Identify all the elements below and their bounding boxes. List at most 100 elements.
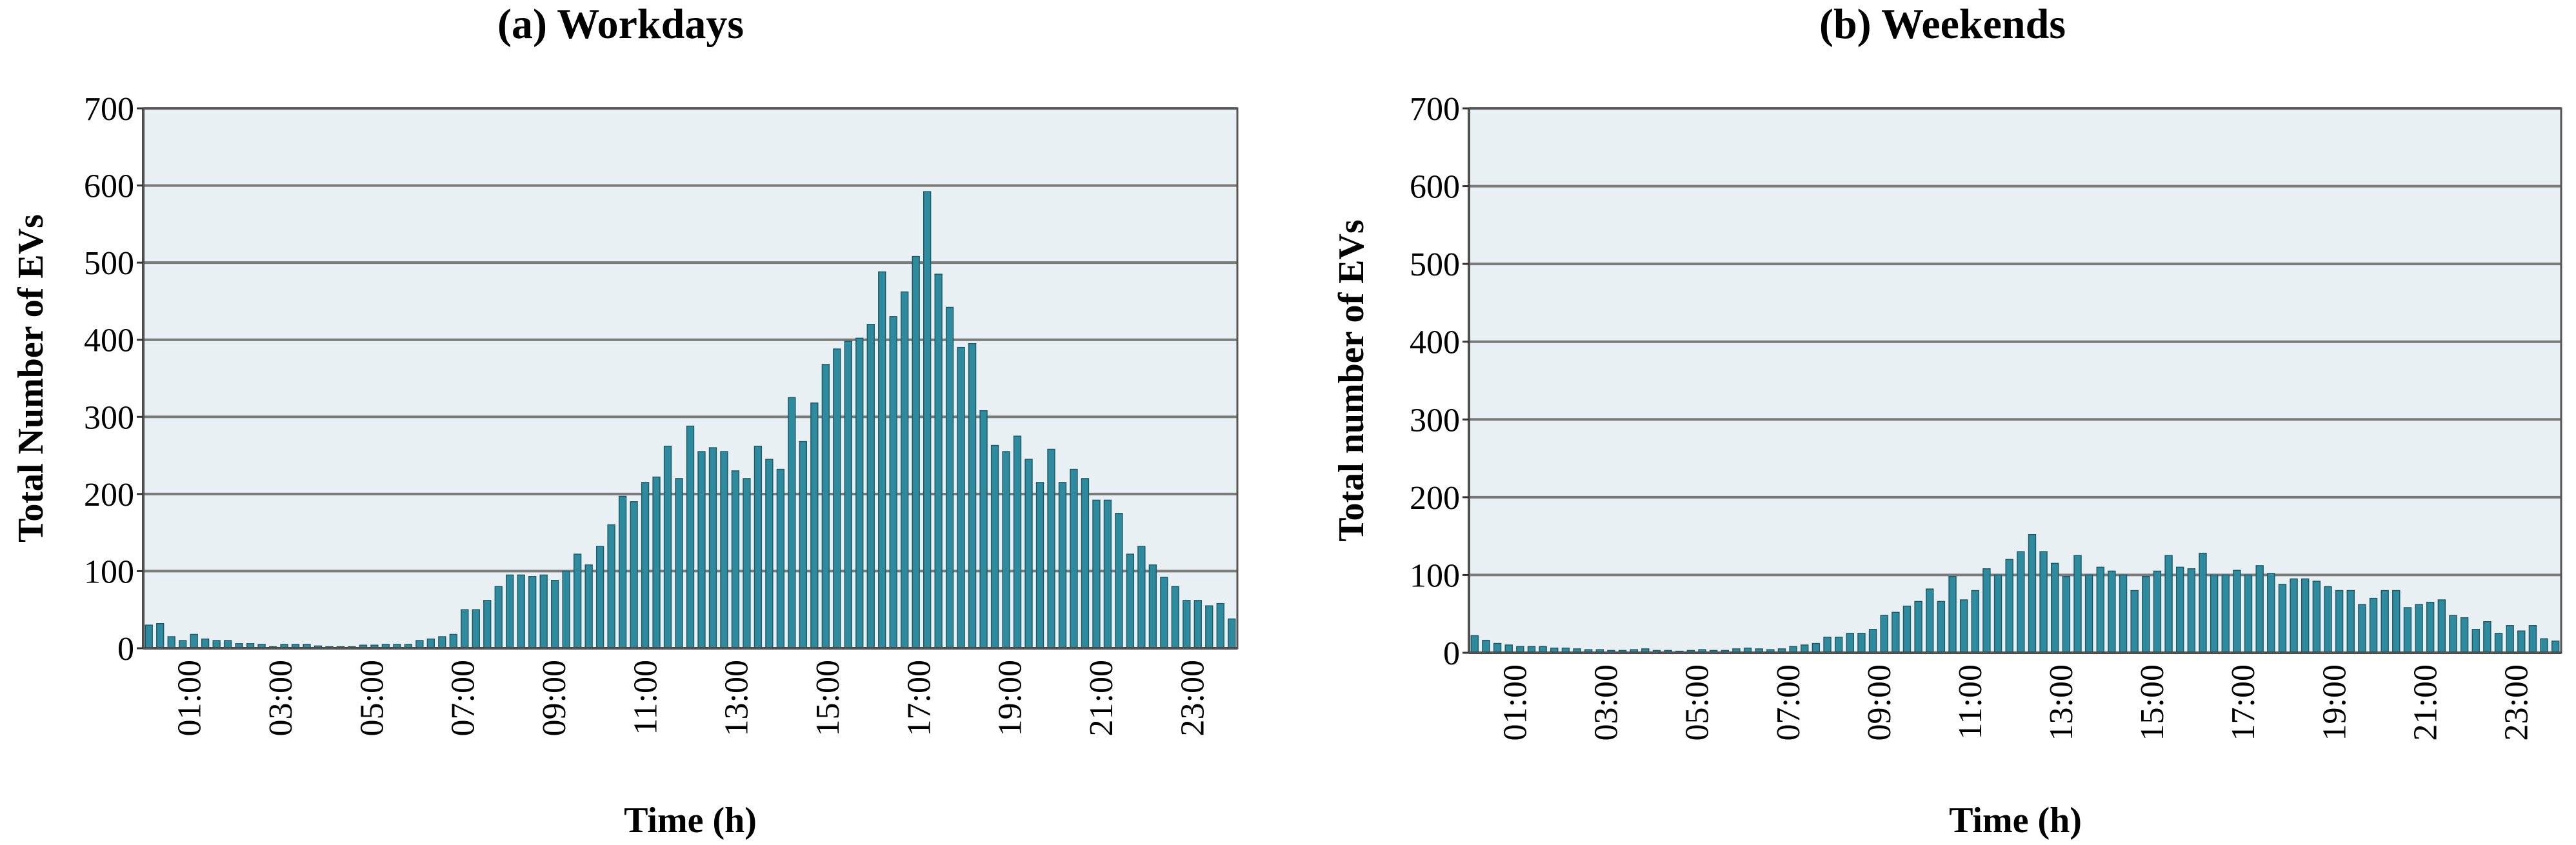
chart-a-x-axis-title: Time (h) <box>624 800 757 840</box>
chart-b-bar <box>2335 590 2344 653</box>
chart-b-x-tick-label: 23:00 <box>2498 664 2535 741</box>
chart-b-bar <box>1846 633 1855 653</box>
chart-a-bar <box>1216 602 1224 649</box>
chart-a-bar <box>1047 448 1055 649</box>
chart-b-bar <box>2210 574 2219 653</box>
chart-b-bar <box>2096 566 2104 653</box>
chart-a-bar <box>1024 459 1033 649</box>
chart-a-bar <box>923 191 932 649</box>
chart-a-y-tick-label: 0 <box>117 631 134 668</box>
chart-a-title: (a) Workdays <box>497 1 744 48</box>
chart-b-bar <box>2483 621 2491 653</box>
chart-b-x-axis-title: Time (h) <box>1949 800 2082 840</box>
chart-a-x-tick-label: 17:00 <box>901 660 937 736</box>
chart-b-y-tick-label: 200 <box>1410 480 1460 517</box>
chart-a-x-tick-label: 03:00 <box>263 660 299 736</box>
chart-b-bar <box>2187 568 2196 653</box>
chart-b-bar <box>1993 574 2002 653</box>
chart-a-x-tick-label: 05:00 <box>354 660 390 736</box>
chart-a-bar <box>584 564 593 649</box>
chart-a-bar <box>652 476 661 649</box>
chart-b-bar <box>1937 601 1946 653</box>
chart-b-bar <box>2449 615 2457 653</box>
chart-b-x-tick-label: 15:00 <box>2134 664 2171 741</box>
chart-a-x-tick-label: 21:00 <box>1083 660 1120 736</box>
chart-a-x-tick-label: 15:00 <box>810 660 846 736</box>
chart-a-bar <box>1081 478 1090 649</box>
chart-a-bar <box>697 451 706 649</box>
chart-b-bar <box>2130 590 2139 653</box>
chart-a-bar <box>821 364 830 649</box>
chart-b-bar <box>2221 574 2230 653</box>
chart-b-bar <box>2051 562 2059 653</box>
chart-a-x-tick-label: 07:00 <box>445 660 482 736</box>
chart-b-bar <box>2233 570 2241 653</box>
chart-b-bar <box>2267 573 2275 653</box>
chart-b-x-tick-label: 19:00 <box>2316 664 2353 741</box>
chart-b-bar <box>2437 599 2446 653</box>
chart-b-bar <box>2460 617 2469 653</box>
chart-a-bar <box>1183 600 1191 649</box>
chart-a-bar <box>461 609 469 649</box>
chart-a-bar <box>201 638 210 649</box>
chart-b-bar <box>1493 642 1502 653</box>
chart-a-bar <box>630 501 638 649</box>
chart-b-bar <box>2255 565 2264 653</box>
chart-b-x-tick-label: 13:00 <box>2043 664 2080 741</box>
chart-a-bar <box>1035 482 1044 649</box>
chart-a-bar <box>833 348 841 649</box>
chart-a-bar <box>483 600 492 649</box>
chart-a-bar <box>754 445 763 649</box>
chart-a-bar <box>1013 435 1022 649</box>
chart-b-plot-area <box>1469 108 2561 653</box>
chart-b-y-tick-label: 400 <box>1410 324 1460 361</box>
chart-a-bar <box>1070 468 1078 649</box>
chart-b-bar <box>2312 581 2321 653</box>
chart-b-bar <box>2403 607 2412 653</box>
chart-a-bar <box>878 271 886 649</box>
chart-b-bar <box>2175 566 2184 653</box>
chart-b-bar <box>1880 615 1888 653</box>
chart-a-x-tick-label: 01:00 <box>172 660 208 736</box>
chart-a-bar <box>855 337 864 649</box>
chart-a-bar <box>1193 600 1202 649</box>
chart-a-bar <box>990 444 999 649</box>
chart-b-x-tick-label: 21:00 <box>2407 664 2444 741</box>
chart-a-bar <box>156 622 165 649</box>
chart-a-bar <box>1148 564 1157 649</box>
chart-a-bar <box>720 451 728 649</box>
chart-b: 0 100 200 300 400 500 600 700 01:00 03:00 05:00 07:… <box>1332 91 2562 840</box>
chart-a-bar <box>979 410 988 649</box>
chart-a-bar <box>889 316 897 649</box>
chart-a-bar <box>517 574 525 649</box>
chart-a-y-tick-label: 300 <box>84 399 134 436</box>
chart-b-y-tick-label: 500 <box>1410 246 1460 283</box>
chart-a-y-tick-label: 100 <box>84 553 134 590</box>
chart-b-bar <box>2119 574 2128 653</box>
chart-b-title: (b) Weekends <box>1819 1 2066 48</box>
chart-b-bar <box>2278 584 2287 653</box>
chart-a-bar <box>562 570 570 649</box>
chart-b-bar <box>2073 555 2082 653</box>
chart-a-y-tick-label: 600 <box>84 168 134 205</box>
chart-a-bar <box>731 470 740 649</box>
chart-b-bar <box>2153 570 2162 653</box>
chart-b-bar <box>1823 637 1832 653</box>
chart-b-bar <box>1834 637 1843 653</box>
chart-a-x-tick-label: 23:00 <box>1174 660 1211 736</box>
chart-a-plot-border <box>142 107 1239 650</box>
chart-a-bar <box>145 624 153 649</box>
chart-b-bar <box>1470 635 1479 653</box>
chart-b-bar <box>2426 601 2435 653</box>
chart-b-y-tick-label: 100 <box>1410 557 1460 594</box>
chart-a-bar <box>472 609 480 649</box>
chart-a-y-tick-label: 700 <box>84 91 134 128</box>
chart-a-bar <box>799 441 808 649</box>
chart-a-bar <box>607 524 615 649</box>
chart-a-x-tick-label: 19:00 <box>992 660 1029 736</box>
chart-b-bar <box>2528 625 2537 653</box>
chart-b-bar <box>1971 590 1979 653</box>
chart-b-bar <box>1959 599 1968 653</box>
chart-a-y-tick-label: 400 <box>84 323 134 359</box>
chart-a-bar <box>788 397 796 649</box>
